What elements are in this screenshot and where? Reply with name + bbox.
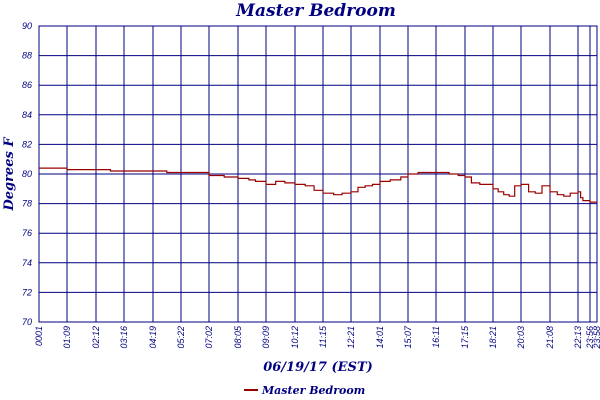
x-tick-label: 07:02 (204, 326, 214, 349)
y-tick-label: 70 (22, 317, 32, 327)
x-tick-label: 21:08 (545, 326, 555, 350)
y-tick-label: 78 (22, 199, 32, 209)
x-tick-label: 03:16 (119, 326, 129, 349)
y-tick-label: 74 (22, 258, 32, 268)
x-tick-label: 02:12 (91, 326, 101, 349)
y-tick-labels: 90 88 86 84 82 80 78 76 74 72 70 (22, 21, 32, 327)
x-tick-label: 20:03 (516, 326, 526, 350)
x-tick-label: 09:09 (261, 326, 271, 349)
x-tick-label: 23:56 (585, 326, 595, 350)
y-axis-title: Degrees F (2, 137, 17, 212)
x-tick-labels: 0001 01:09 02:12 03:16 04:19 05:22 07:02 08:05 0… (34, 325, 600, 350)
x-tick-label: 22:13 (573, 326, 583, 350)
y-tick-label: 84 (22, 110, 32, 120)
x-tick-label: 12:21 (346, 326, 356, 349)
x-tick-label: 0001 (34, 326, 44, 346)
chart-title: Master Bedroom (235, 1, 396, 21)
x-tick-label: 11:15 (318, 325, 328, 348)
y-tick-label: 90 (22, 21, 32, 31)
x-tick-label: 17:15 (460, 325, 470, 349)
grid-lines (38, 25, 598, 323)
y-tick-label: 88 (22, 51, 32, 61)
x-tick-label: 18:21 (488, 326, 498, 349)
x-tick-label: 05:22 (176, 326, 186, 349)
series-group (39, 167, 597, 203)
x-tick-label: 15:07 (403, 325, 413, 349)
y-tick-label: 86 (22, 80, 32, 90)
y-tick-label: 72 (22, 287, 32, 297)
y-tick-label: 76 (22, 228, 32, 238)
x-tick-label: 14:01 (375, 326, 385, 349)
legend: Master Bedroom (244, 384, 365, 397)
x-tick-label: 08:05 (233, 325, 243, 349)
y-tick-label: 80 (22, 169, 32, 179)
x-tick-label: 04:19 (148, 326, 158, 349)
y-tick-label: 82 (22, 139, 32, 149)
x-tick-label: 01:09 (62, 326, 72, 349)
x-tick-label: 16:11 (431, 326, 441, 348)
x-tick-label: 23:58 (592, 326, 600, 350)
x-axis-title: 06/19/17 (EST) (263, 360, 373, 375)
x-tick-label: 10:12 (290, 326, 300, 349)
series-line (39, 167, 597, 203)
legend-label: Master Bedroom (261, 384, 365, 397)
